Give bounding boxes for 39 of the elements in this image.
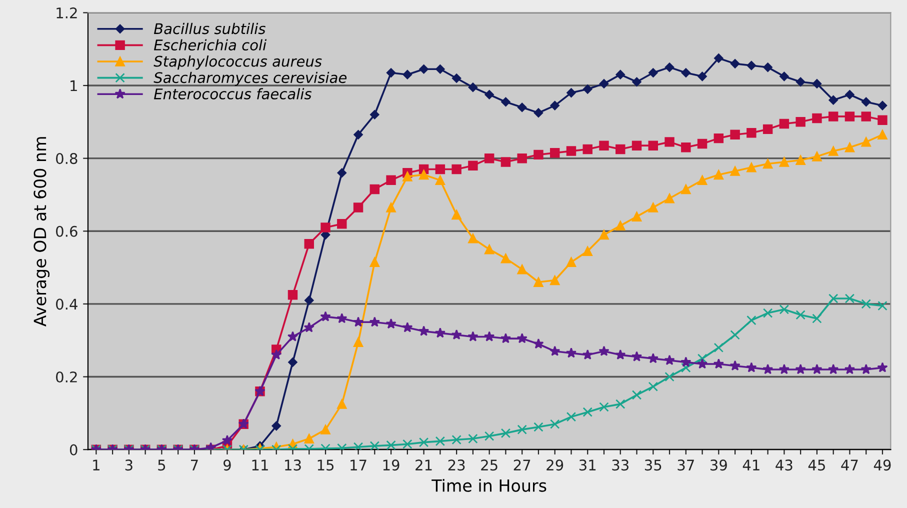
x-tick-label: 25 [481,460,498,471]
x-tick-label: 7 [191,460,198,470]
x-tick-label: 31 [579,460,596,471]
x-tick-label: 33 [612,460,628,471]
x-tick-label: 13 [285,460,301,471]
y-axis-title: Average OD at 600 nm [34,137,50,326]
x-tick-label: 21 [416,460,432,470]
legend-label: Saccharomyces cerevisiae [154,72,347,86]
y-tick-label: 1 [70,80,77,92]
x-tick-label: 35 [644,460,662,471]
x-axis-title: Time in Hours [432,478,546,492]
x-tick-label: 47 [841,460,858,470]
x-tick-label: 29 [546,460,564,471]
x-tick-label: 5 [158,460,166,471]
x-tick-label: 19 [383,460,400,471]
x-tick-label: 3 [125,460,132,471]
legend-label: Staphylococcus aureus [154,56,322,70]
x-tick-label: 15 [318,460,334,471]
x-tick-label: 11 [252,460,268,470]
y-tick-label: 0 [70,444,78,456]
x-tick-label: 43 [776,460,792,471]
x-tick-label: 45 [808,460,825,471]
x-tick-label: 23 [448,460,465,471]
legend-label: Enterococcus faecalis [154,88,312,100]
x-tick-label: 49 [874,460,891,471]
x-tick-label: 41 [742,460,760,470]
legend-label: Bacillus subtilis [154,22,266,34]
x-tick-label: 37 [678,460,694,471]
x-tick-label: 27 [514,460,530,470]
x-tick-label: 9 [224,460,231,471]
y-tick-label: 1.2 [56,7,77,18]
y-tick-label: 0.8 [56,153,78,164]
x-tick-label: 39 [710,460,727,471]
y-tick-label: 0.6 [56,226,78,237]
x-tick-label: 1 [93,460,100,470]
x-tick-label: 17 [350,460,366,470]
y-tick-label: 0.2 [56,371,77,383]
legend-label: Escherichia coli [154,39,267,50]
y-tick-label: 0.4 [56,298,78,310]
